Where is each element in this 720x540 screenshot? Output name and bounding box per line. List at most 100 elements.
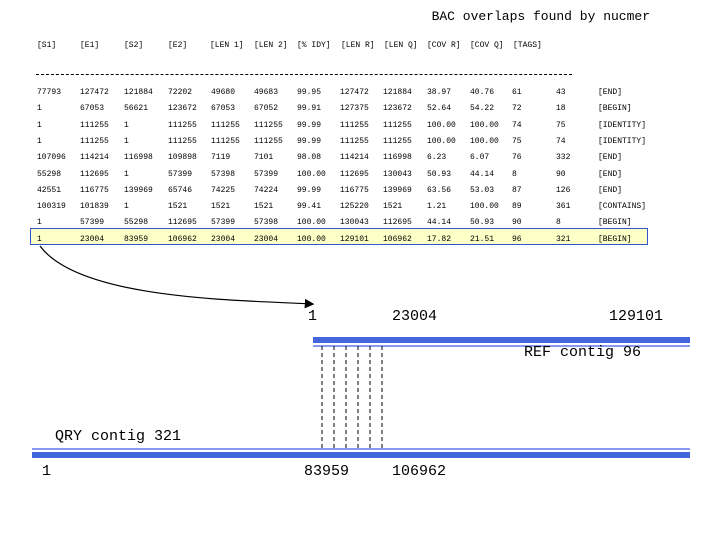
table-cell: 100.00 [470,202,499,212]
table-cell: 99.99 [297,136,322,146]
table-cell: 44.14 [470,169,495,179]
table-cell: 67053 [211,104,236,114]
table-cell: 111255 [211,120,240,130]
table-cell: 21.51 [470,234,495,244]
table-cell: 111255 [340,136,369,146]
table-cell: 76 [512,153,522,163]
header-cell: [% IDY] [297,41,331,50]
table-cell: 112695 [168,218,197,228]
table-cell: 49680 [211,88,236,97]
table-cell: 125220 [340,202,369,212]
table-cell: 1521 [168,202,188,212]
table-cell: 112695 [340,169,369,179]
table-cell: 101839 [80,202,109,212]
table-cell: 116775 [80,185,109,195]
table-cell: 1 [37,218,42,228]
table-cell: 57399 [211,218,236,228]
header-cell: [LEN 2] [254,41,288,50]
table-cell: 75 [556,120,566,130]
table-cell: 1 [124,169,129,179]
table-cell: 126 [556,185,571,195]
table-cell: 1 [124,120,129,130]
table-cell: 57399 [80,218,105,228]
table-cell: 72 [512,104,522,114]
table-cell: 55298 [37,169,62,179]
table-cell: 50.93 [427,169,452,179]
table-cell: 100.00 [297,169,326,179]
table-cell: 83959 [124,234,149,244]
table-cell: 1521 [211,202,231,212]
table-cell: 129101 [340,234,369,244]
qry-match-end-label: 106962 [392,463,447,480]
table-cell: 57398 [254,218,279,228]
table-cell: 72202 [168,88,193,97]
table-cell: 1 [124,202,129,212]
table-cell: 111255 [168,136,197,146]
table-cell: 65746 [168,185,193,195]
table-cell: 23004 [80,234,105,244]
table-cell: [IDENTITY] [598,120,647,130]
table-cell: 130043 [340,218,369,228]
table-cell: 87 [512,185,522,195]
table-cell: 1 [37,234,42,244]
table-cell: 111255 [383,136,412,146]
table-cell: 1 [37,120,42,130]
table-cell: 111255 [211,136,240,146]
table-cell: 6.07 [470,153,490,163]
table-cell: 109898 [168,153,197,163]
table-cell: 96 [512,234,522,244]
table-cell: 43 [556,88,566,97]
header-cell: [E2] [168,41,188,50]
table-cell: 75 [512,136,522,146]
table-cell: 100.00 [297,218,326,228]
ref-bar [313,337,690,343]
table-cell: 67052 [254,104,279,114]
table-cell: 8 [556,218,561,228]
table-cell: 99.99 [297,120,322,130]
table-cell: 123672 [168,104,197,114]
header-cell: [LEN Q] [384,41,418,50]
header-cell: [LEN R] [341,41,375,50]
header-cell: [S2] [124,41,144,50]
table-cell: 49683 [254,88,279,97]
table-cell: 56621 [124,104,149,114]
ref-end-label: 129101 [609,308,664,325]
table-cell: 139969 [124,185,153,195]
table-cell: 1 [37,136,42,146]
table-cell: 99.41 [297,202,322,212]
table-cell: 74 [512,120,522,130]
table-cell: 1 [124,136,129,146]
table-cell: 112695 [80,169,109,179]
table-cell: 63.56 [427,185,452,195]
table-cell: 18 [556,104,566,114]
table-cell: 74225 [211,185,236,195]
table-cell: 111255 [340,120,369,130]
table-cell: 98.08 [297,153,322,163]
ref-start-label: 1 [308,308,318,325]
pointer-arrow [39,245,315,309]
ref-match-end-label: 23004 [392,308,438,325]
table-cell: 100.00 [297,234,326,244]
table-cell: 127375 [340,104,369,114]
table-cell: 111255 [80,120,109,130]
table-cell: 100.00 [470,136,499,146]
table-cell: 90 [556,169,566,179]
table-cell: 107096 [37,153,66,163]
table-cell: 127472 [340,88,369,97]
header-separator [36,74,572,75]
table-cell: 54.22 [470,104,495,114]
table-cell: 111255 [254,120,283,130]
table-cell: 111255 [383,120,412,130]
table-cell: 53.03 [470,185,495,195]
table-cell: 332 [556,153,571,163]
table-cell: 1521 [383,202,403,212]
table-cell: 114214 [340,153,369,163]
table-cell: [BEGIN] [598,234,632,244]
table-cell: 74 [556,136,566,146]
table-cell: 99.95 [297,88,322,97]
header-cell: [COV Q] [470,41,504,50]
table-cell: [END] [598,185,623,195]
table-cell: 52.64 [427,104,452,114]
table-cell: [BEGIN] [598,104,632,114]
